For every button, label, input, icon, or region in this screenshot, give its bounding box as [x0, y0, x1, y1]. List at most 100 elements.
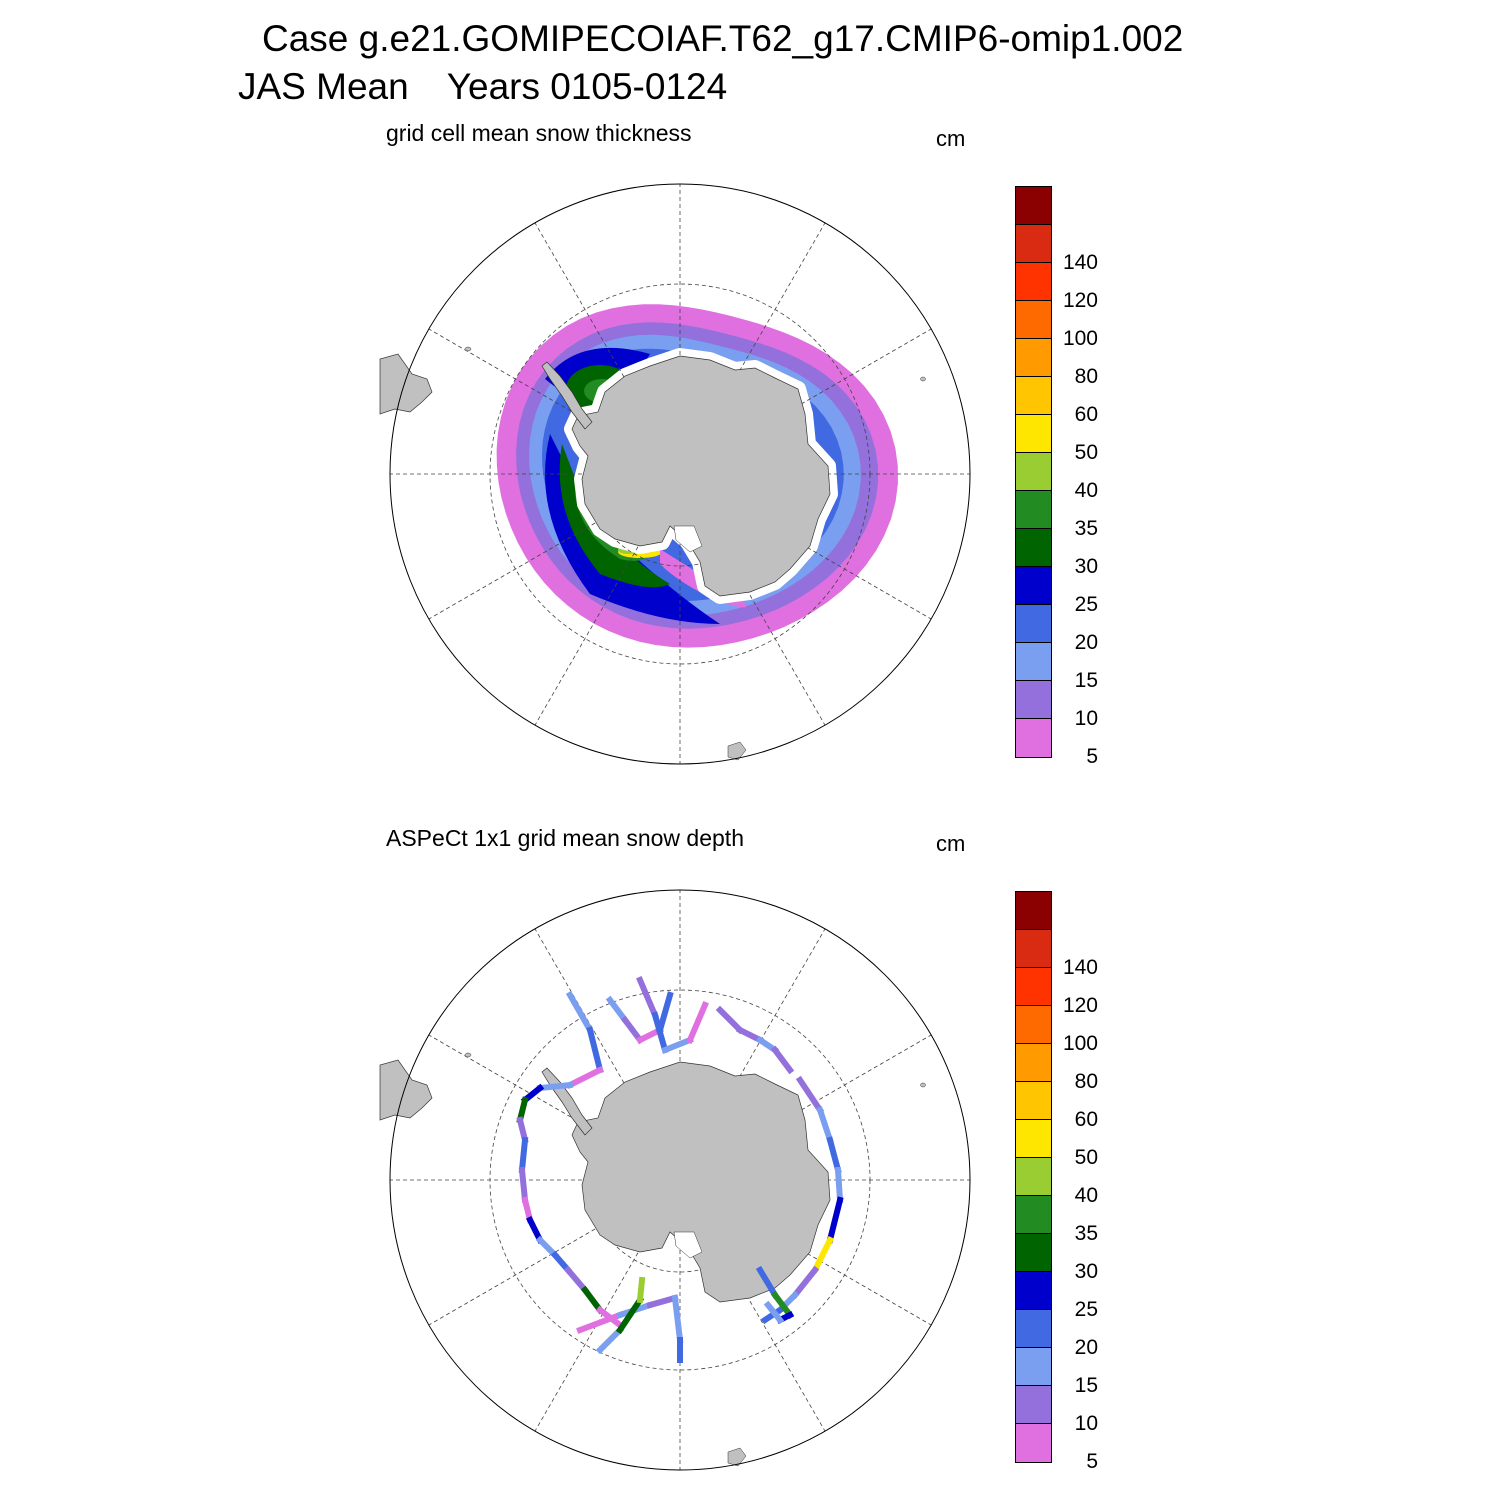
colorbar-tick-label: 15 [1074, 669, 1098, 692]
colorbar-swatch [1016, 415, 1051, 453]
colorbar-swatch [1016, 301, 1051, 339]
colorbar-swatch [1016, 377, 1051, 415]
landmasses [379, 346, 926, 761]
colorbar-swatch [1016, 529, 1051, 567]
colorbar-tick-label: 25 [1074, 593, 1098, 616]
meridian-line [534, 222, 681, 475]
ross-ice-shelf-gap [673, 1231, 703, 1259]
colorbar-swatch [1016, 1158, 1051, 1196]
meridian-line [679, 473, 932, 620]
track-segment [595, 1325, 625, 1355]
track-segment [563, 1265, 590, 1295]
meridian-line [428, 1179, 681, 1326]
track-segment [834, 1166, 844, 1204]
ship-track-5 [715, 1005, 795, 1075]
falkland-islands [464, 1052, 472, 1058]
kerguelen-island [920, 1082, 926, 1088]
kerguelen-island [920, 376, 926, 382]
colorbar-swatch [1016, 681, 1051, 719]
latitude-circle-outer [489, 283, 871, 665]
track-segment [816, 1106, 834, 1144]
colorbar-tick-label: 140 [1062, 956, 1098, 979]
figure-title-case: Case g.e21.GOMIPECOIAF.T62_g17.CMIP6-omi… [262, 18, 1184, 59]
meridian-line [679, 1179, 826, 1432]
meridian-line [679, 928, 826, 1181]
colorbar-tick-label: 80 [1074, 1070, 1098, 1093]
latitude-circle-outer [489, 989, 871, 1371]
colorbar-tick-label: 80 [1074, 365, 1098, 388]
panel-title-obs: ASPeCt 1x1 grid mean snow depth [386, 825, 744, 851]
colorbar-swatch [1016, 968, 1051, 1006]
ship-track-3 [605, 991, 674, 1045]
track-segment [521, 1196, 534, 1224]
colorbar-tick-label: 15 [1074, 1374, 1098, 1397]
colorbar-tick-label: 20 [1074, 631, 1098, 654]
track-segment [636, 976, 659, 1019]
colorbar-tick-label: 60 [1074, 403, 1098, 426]
ship-track-4 [636, 976, 709, 1054]
snow-contour-bellingshausen-20-25cm [545, 434, 720, 624]
colorbar-obs [1015, 891, 1052, 1463]
colorbar-swatch [1016, 719, 1051, 757]
meridian-line [534, 1179, 681, 1432]
track-segment [826, 1136, 842, 1174]
colorbar-tick-label: 100 [1062, 1032, 1098, 1055]
map-boundary [389, 183, 971, 765]
colorbar-swatch [1016, 1044, 1051, 1082]
falkland-islands [464, 346, 472, 352]
graticule [390, 184, 970, 764]
units-label-model: cm [936, 126, 966, 151]
meridian-line [428, 1034, 681, 1181]
colorbar-swatch [1016, 643, 1051, 681]
meridian-line [534, 473, 681, 726]
track-segment [550, 1250, 573, 1275]
colorbar-tick-label: 50 [1074, 1146, 1098, 1169]
antarctica-landmass [571, 1061, 831, 1303]
colorbar-swatch [1016, 225, 1051, 263]
colorbar-swatch [1016, 892, 1051, 930]
colorbar-swatch [1016, 1424, 1051, 1462]
colorbar-tick-label: 120 [1062, 289, 1098, 312]
track-segment [580, 1285, 605, 1315]
new-zealand-landmass [727, 741, 747, 761]
snow-contour-amundsen-25-30cm [559, 444, 670, 588]
polar-map-obs [379, 889, 971, 1471]
track-segment [535, 1235, 560, 1260]
colorbar-swatch [1016, 339, 1051, 377]
track-segment [636, 1276, 646, 1304]
colorbar-tick-label: 35 [1074, 1222, 1098, 1245]
track-segment [790, 1265, 820, 1300]
track-segment [518, 1136, 529, 1174]
colorbar-swatch [1016, 263, 1051, 301]
track-segment [735, 1025, 765, 1045]
meridian-line [679, 328, 932, 475]
meridian-line [679, 222, 826, 475]
colorbar-tick-label: 40 [1074, 479, 1098, 502]
colorbar-swatch [1016, 1006, 1051, 1044]
colorbar-tick-label: 60 [1074, 1108, 1098, 1131]
ship-track-8 [595, 1276, 646, 1355]
track-segment [646, 1294, 679, 1309]
track-segment [620, 1015, 645, 1045]
colorbar-swatch [1016, 453, 1051, 491]
colorbar-tick-label: 30 [1074, 555, 1098, 578]
colorbar-tick-label: 5 [1086, 745, 1098, 768]
colorbar-swatch [1016, 1386, 1051, 1424]
meridian-line [428, 473, 681, 620]
ship-track-9 [755, 1265, 795, 1325]
colorbar-swatch [1016, 1348, 1051, 1386]
track-segment [656, 991, 674, 1034]
colorbar-swatch [1016, 567, 1051, 605]
meridian-line [679, 1034, 932, 1181]
colorbar-tick-label: 10 [1074, 707, 1098, 730]
colorbar-tick-label: 30 [1074, 1260, 1098, 1283]
ship-track-1 [516, 990, 605, 1144]
ross-ice-shelf-gap [673, 525, 703, 553]
colorbar-tick-label: 50 [1074, 441, 1098, 464]
meridian-line [534, 928, 681, 1181]
figure-title-period: JAS Mean Years 0105-0124 [238, 66, 727, 108]
south-america-landmass [379, 1059, 433, 1121]
track-segment [810, 1235, 835, 1275]
colorbar-swatch [1016, 605, 1051, 643]
colorbar-tick-label: 140 [1062, 251, 1098, 274]
